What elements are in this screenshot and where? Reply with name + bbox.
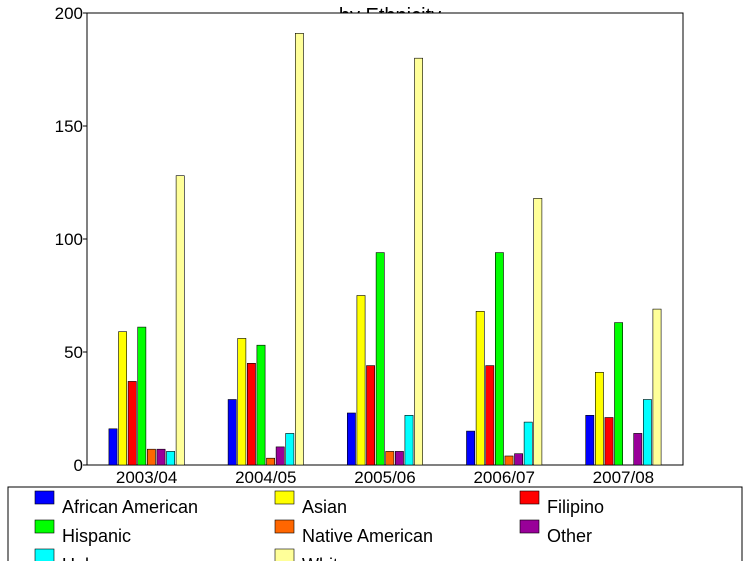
- bar-native-american-2005-06: [385, 451, 395, 466]
- bar-native-american-2006-07: [504, 455, 514, 466]
- bar-other-2005-06: [394, 451, 404, 466]
- legend-label-native-american: Native American: [302, 526, 433, 546]
- x-tick-label: 2004/05: [235, 468, 296, 487]
- y-tick-label: 0: [74, 456, 83, 475]
- bar-filipino-2004-05: [247, 362, 256, 466]
- bar-asian-2003-04: [118, 331, 127, 466]
- y-tick-label: 50: [64, 343, 83, 362]
- legend-label-other: Other: [547, 526, 592, 546]
- bar-other-2007-08: [633, 433, 643, 466]
- bar-unknown-2006-07: [523, 421, 533, 466]
- legend-swatch-asian: [274, 490, 295, 505]
- x-axis: 2003/04 2004/05 2005/06 2006/07 2007/08: [116, 468, 654, 487]
- y-tick-label: 200: [55, 4, 83, 23]
- bar-hispanic-2003-04: [137, 326, 147, 466]
- bar-hispanic-2006-07: [494, 252, 504, 466]
- bar-unknown-2004-05: [285, 433, 295, 466]
- bar-other-2003-04: [156, 448, 166, 466]
- bar-white-2007-08: [652, 308, 662, 466]
- bar-african-american-2003-04: [108, 428, 118, 466]
- y-tick-label: 100: [55, 230, 83, 249]
- legend-label-asian: Asian: [302, 497, 347, 517]
- legend-swatch-unknown: [34, 548, 55, 561]
- legend: African American Asian Filipino Hispanic Nat…: [34, 490, 604, 561]
- plot-area: [86, 12, 684, 466]
- legend-swatch-filipino: [519, 490, 540, 505]
- legend-box: [7, 486, 743, 561]
- bar-filipino-2003-04: [127, 381, 137, 466]
- bar-african-american-2004-05: [227, 399, 237, 466]
- bars-group: [108, 32, 662, 466]
- bar-white-2006-07: [533, 198, 543, 466]
- bar-african-american-2005-06: [346, 412, 356, 466]
- bar-native-american-2003-04: [147, 448, 156, 466]
- legend-label-unknown: Unknown: [62, 555, 137, 561]
- legend-swatch-hispanic: [34, 519, 55, 534]
- x-tick-label: 2006/07: [473, 468, 534, 487]
- y-axis: 0 50 100 150 200: [55, 4, 87, 475]
- bar-hispanic-2004-05: [256, 344, 266, 466]
- bar-african-american-2006-07: [466, 430, 475, 466]
- bar-hispanic-2005-06: [375, 252, 385, 466]
- legend-swatch-white: [274, 548, 295, 561]
- bar-unknown-2005-06: [404, 414, 414, 466]
- bar-white-2003-04: [175, 175, 185, 466]
- bar-asian-2006-07: [475, 310, 485, 466]
- bar-native-american-2004-05: [266, 457, 275, 466]
- x-tick-label: 2007/08: [593, 468, 654, 487]
- bar-asian-2004-05: [237, 338, 247, 466]
- x-tick-label: 2005/06: [354, 468, 415, 487]
- bar-other-2004-05: [275, 446, 285, 466]
- legend-label-african-american: African American: [62, 497, 198, 517]
- bar-unknown-2007-08: [642, 399, 652, 466]
- legend-label-filipino: Filipino: [547, 497, 604, 517]
- legend-label-hispanic: Hispanic: [62, 526, 131, 546]
- bar-other-2006-07: [514, 453, 523, 466]
- bar-white-2005-06: [414, 57, 423, 466]
- legend-swatch-native-american: [274, 519, 295, 534]
- legend-swatch-other: [519, 519, 540, 534]
- bar-filipino-2006-07: [485, 365, 495, 466]
- bar-african-american-2007-08: [585, 414, 595, 466]
- y-tick-label: 150: [55, 117, 83, 136]
- bar-filipino-2005-06: [366, 365, 375, 466]
- bar-unknown-2003-04: [166, 451, 175, 466]
- x-tick-label: 2003/04: [116, 468, 177, 487]
- bar-asian-2005-06: [356, 295, 366, 466]
- bar-hispanic-2007-08: [614, 322, 623, 466]
- bar-asian-2007-08: [594, 371, 604, 466]
- legend-swatch-african-american: [34, 490, 55, 505]
- legend-label-white: White: [302, 555, 348, 561]
- bar-filipino-2007-08: [604, 417, 614, 466]
- bar-white-2004-05: [294, 32, 304, 466]
